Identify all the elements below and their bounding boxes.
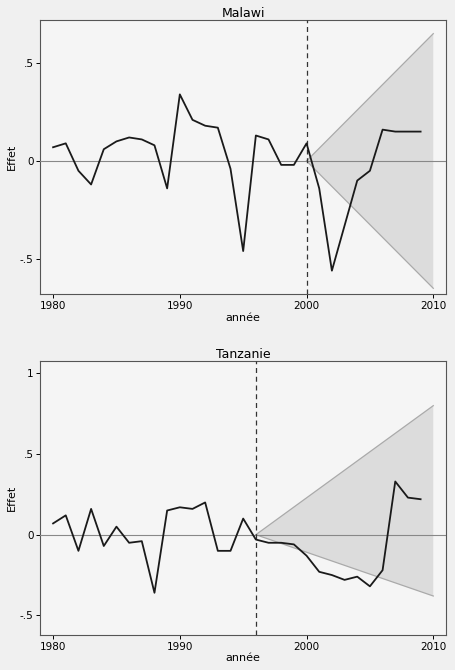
Polygon shape bbox=[307, 34, 433, 288]
Title: Tanzanie: Tanzanie bbox=[216, 348, 270, 360]
X-axis label: année: année bbox=[226, 312, 261, 322]
Title: Malawi: Malawi bbox=[222, 7, 265, 20]
Polygon shape bbox=[256, 405, 433, 596]
X-axis label: année: année bbox=[226, 653, 261, 663]
Y-axis label: Effet: Effet bbox=[7, 144, 17, 170]
Y-axis label: Effet: Effet bbox=[7, 484, 17, 511]
